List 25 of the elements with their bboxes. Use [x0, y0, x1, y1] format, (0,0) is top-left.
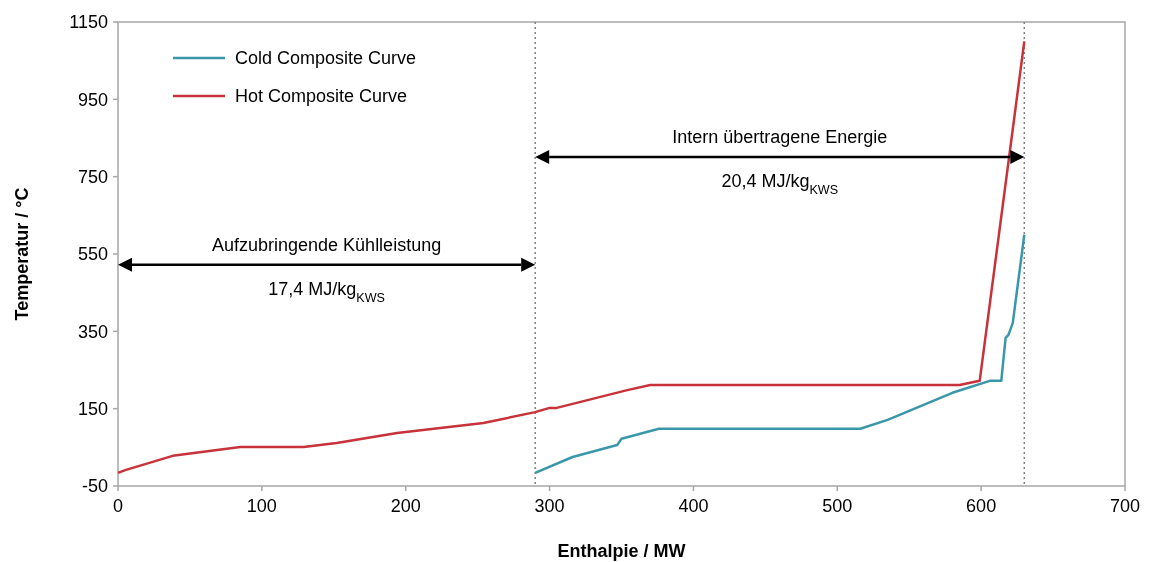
- y-tick-label: 750: [77, 166, 108, 187]
- x-tick-label: 100: [246, 496, 277, 516]
- x-tick-label: 700: [1109, 496, 1141, 516]
- x-axis-title: Enthalpie / MW: [557, 541, 686, 561]
- x-tick-label: 600: [966, 496, 997, 516]
- annotation: 17,4 MJ/kg$_{KWS}$: [268, 278, 385, 305]
- annotation: 20,4 MJ/kg$_{KWS}$: [721, 170, 839, 197]
- x-tick-label: 0: [112, 496, 124, 516]
- y-tick-label: 950: [77, 89, 108, 110]
- annotation: Aufzubringende Kühlleistung: [212, 234, 442, 255]
- annotation: Intern übertragene Energie: [672, 126, 888, 147]
- legend-label: Cold Composite Curve: [235, 48, 417, 69]
- line-series: [533, 233, 1026, 475]
- x-tick-label: 400: [678, 496, 709, 516]
- y-tick-label: 550: [77, 244, 108, 265]
- y-tick-label: 350: [77, 321, 108, 342]
- x-tick-label: 300: [534, 496, 565, 516]
- y-axis-title: Temperatur / °C: [12, 187, 32, 321]
- x-tick-label: 200: [390, 496, 421, 516]
- line-series: [116, 40, 1026, 475]
- y-tick-label: 150: [77, 398, 108, 419]
- legend-label: Hot Composite Curve: [235, 86, 408, 107]
- y-tick-label: -50: [81, 476, 108, 497]
- y-tick-label: 1150: [69, 12, 108, 33]
- x-tick-label: 500: [822, 496, 853, 516]
